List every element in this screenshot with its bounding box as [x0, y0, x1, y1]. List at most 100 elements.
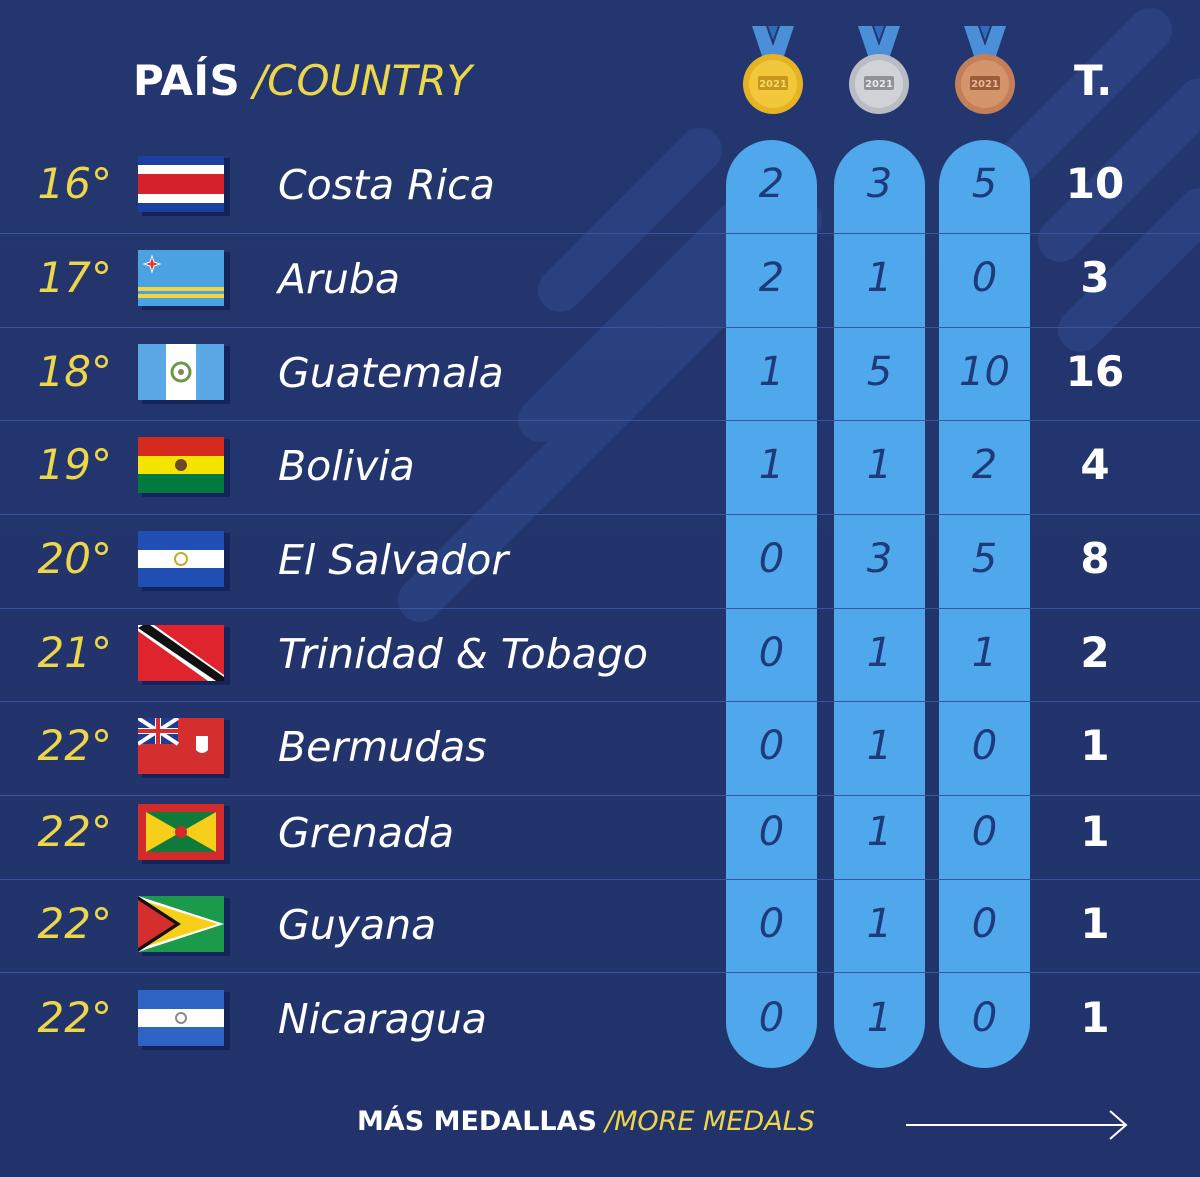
country-name: Trinidad & Tobago: [278, 630, 649, 678]
bermuda-flag-icon: [138, 718, 230, 778]
silver-count: 1: [866, 723, 893, 769]
table-row: 18° Guatemala 1 5 10 16: [0, 327, 1200, 421]
gold-count: 0: [758, 723, 785, 769]
arrow-right-icon[interactable]: [904, 1107, 1132, 1143]
gold-count: 0: [758, 995, 785, 1041]
rank: 19°: [37, 440, 112, 489]
silver-column: [834, 140, 925, 1068]
country-name: Bermudas: [278, 723, 487, 771]
table-row: 22° Guyana 0 1 0 1: [0, 879, 1200, 973]
country-name: Bolivia: [278, 442, 415, 490]
rank: 16°: [37, 159, 112, 208]
silver-count: 1: [866, 995, 893, 1041]
gold-column: [726, 140, 817, 1068]
rank: 22°: [37, 899, 112, 948]
gold-count: 0: [758, 630, 785, 676]
total-count: 10: [1065, 159, 1125, 208]
country-name: Nicaragua: [278, 995, 487, 1043]
total-count: 16: [1065, 347, 1125, 396]
gold-count: 0: [758, 809, 785, 855]
silver-count: 3: [866, 161, 893, 207]
svg-text:2021: 2021: [971, 79, 999, 90]
country-name: Costa Rica: [278, 161, 495, 209]
header-total: T.: [1074, 56, 1113, 105]
svg-text:2021: 2021: [865, 79, 893, 90]
row-divider: [0, 972, 1200, 973]
country-name: El Salvador: [278, 536, 509, 584]
silver-count: 5: [866, 349, 893, 395]
gold-count: 2: [758, 255, 785, 301]
row-divider: [0, 608, 1200, 609]
bronze-count: 2: [971, 442, 998, 488]
total-count: 4: [1080, 440, 1110, 489]
silver-count: 3: [866, 536, 893, 582]
rank: 22°: [37, 993, 112, 1042]
costa-rica-flag-icon: [138, 156, 230, 216]
gold-count: 0: [758, 536, 785, 582]
row-divider: [0, 327, 1200, 328]
bronze-medal-icon: 2021: [955, 26, 1015, 114]
row-divider: [0, 514, 1200, 515]
rank: 20°: [37, 534, 112, 583]
silver-count: 1: [866, 255, 893, 301]
gold-medal-icon: 2021: [743, 26, 803, 114]
bronze-count: 0: [971, 809, 998, 855]
row-divider: [0, 233, 1200, 234]
table-row: 16° Costa Rica 2 3 5 10: [0, 139, 1200, 233]
gold-count: 1: [758, 442, 785, 488]
aruba-flag-icon: [138, 250, 230, 310]
bronze-count: 0: [971, 901, 998, 947]
table-row: 21° Trinidad & Tobago 0 1 1 2: [0, 608, 1200, 702]
bronze-count: 5: [971, 161, 998, 207]
total-count: 1: [1080, 807, 1110, 856]
more-medals-link-es[interactable]: MÁS MEDALLAS: [357, 1106, 597, 1137]
silver-count: 1: [866, 442, 893, 488]
table-row: 22° Grenada 0 1 0 1: [0, 787, 1200, 881]
table-row: 22° Bermudas 0 1 0 1: [0, 701, 1200, 795]
bolivia-flag-icon: [138, 437, 230, 497]
table-row: 17° Aruba 2 1 0 3: [0, 233, 1200, 327]
header-pais: PAÍS: [133, 56, 241, 105]
bronze-count: 1: [971, 630, 998, 676]
gold-count: 0: [758, 901, 785, 947]
country-name: Aruba: [278, 255, 401, 303]
svg-text:2021: 2021: [759, 79, 787, 90]
bronze-count: 5: [971, 536, 998, 582]
more-medals-link-en[interactable]: /MORE MEDALS: [605, 1106, 815, 1137]
grenada-flag-icon: [138, 804, 230, 864]
rank: 22°: [37, 807, 112, 856]
row-divider: [0, 701, 1200, 702]
guatemala-flag-icon: [138, 344, 230, 404]
bronze-count: 0: [971, 995, 998, 1041]
table-row: 22° Nicaragua 0 1 0 1: [0, 973, 1200, 1067]
gold-count: 2: [758, 161, 785, 207]
bronze-column: [939, 140, 1030, 1068]
trinidad-tobago-flag-icon: [138, 625, 230, 685]
total-count: 2: [1080, 628, 1110, 677]
silver-medal-icon: 2021: [849, 26, 909, 114]
table-row: 19° Bolivia 1 1 2 4: [0, 420, 1200, 514]
country-name: Guatemala: [278, 349, 504, 397]
bronze-count: 0: [971, 255, 998, 301]
nicaragua-flag-icon: [138, 990, 230, 1050]
total-count: 1: [1080, 899, 1110, 948]
rank: 18°: [37, 347, 112, 396]
silver-count: 1: [866, 630, 893, 676]
header-country: /COUNTRY: [253, 56, 473, 105]
silver-count: 1: [866, 809, 893, 855]
el-salvador-flag-icon: [138, 531, 230, 591]
country-name: Grenada: [278, 809, 455, 857]
bronze-count: 0: [971, 723, 998, 769]
guyana-flag-icon: [138, 896, 230, 956]
total-count: 1: [1080, 993, 1110, 1042]
bronze-count: 10: [959, 349, 1010, 395]
row-divider: [0, 879, 1200, 880]
rank: 22°: [37, 721, 112, 770]
total-count: 8: [1080, 534, 1110, 583]
silver-count: 1: [866, 901, 893, 947]
total-count: 3: [1080, 253, 1110, 302]
row-divider: [0, 420, 1200, 421]
gold-count: 1: [758, 349, 785, 395]
